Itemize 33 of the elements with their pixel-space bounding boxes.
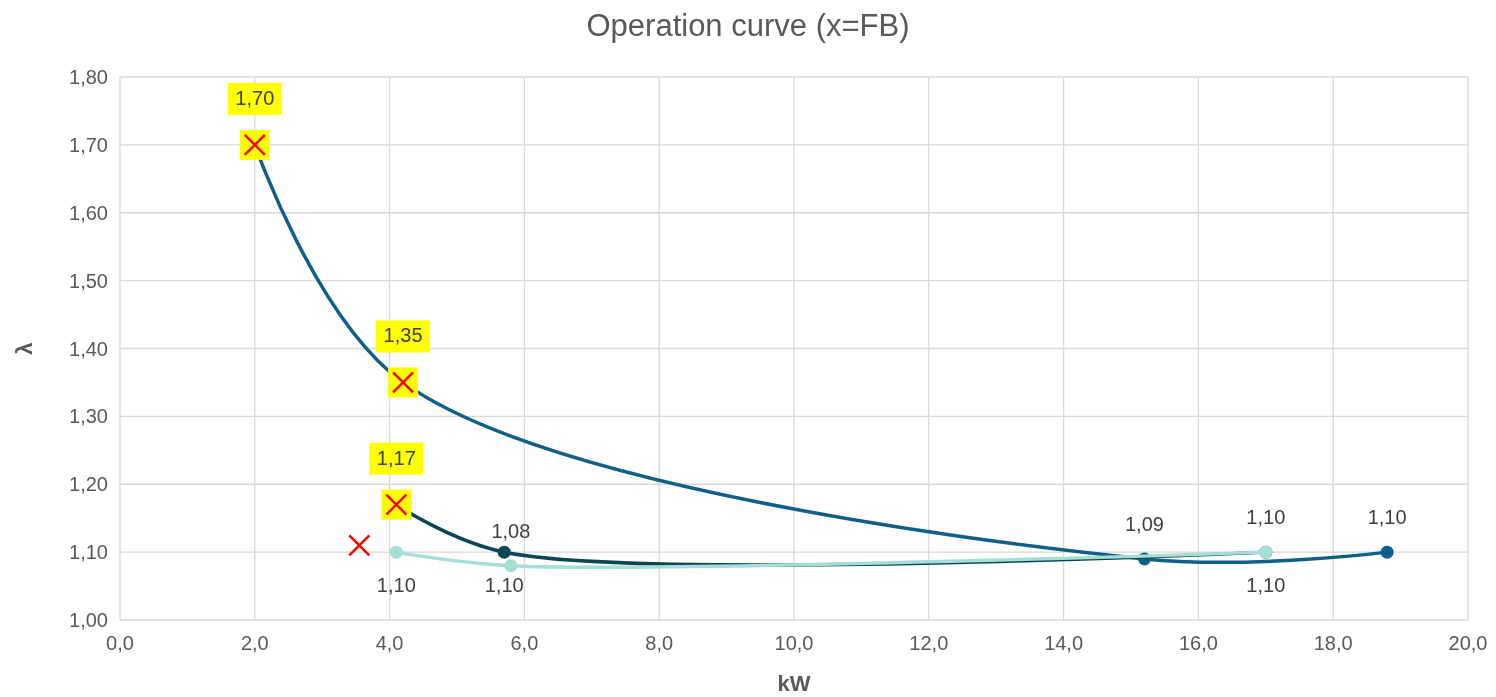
- y-tick-label: 1,50: [69, 269, 108, 292]
- y-tick-label: 1,60: [69, 201, 108, 224]
- chart-title: Operation curve (x=FB): [586, 8, 910, 43]
- y-tick-label: 1,70: [69, 133, 108, 156]
- data-label: 1,08: [491, 519, 531, 542]
- data-label: 1,09: [1125, 512, 1164, 535]
- y-tick-label: 1,00: [69, 609, 108, 631]
- data-label: 1,70: [235, 86, 275, 109]
- data-label: 1,17: [376, 446, 416, 469]
- x-tick-label: 8,0: [645, 632, 674, 654]
- x-tick-label: 4,0: [375, 632, 404, 654]
- x-tick-label: 2,0: [240, 632, 269, 654]
- y-tick-label: 1,80: [69, 66, 108, 88]
- data-label: 1,10: [376, 574, 416, 597]
- x-tick-label: 12,0: [909, 632, 949, 654]
- x-tick-label: 6,0: [510, 632, 539, 654]
- x-tick-label: 14,0: [1044, 632, 1084, 654]
- data-label: 1,10: [1246, 506, 1286, 529]
- y-axis-title: λ: [12, 342, 37, 355]
- data-label: 1,10: [1246, 574, 1286, 597]
- y-tick-label: 1,10: [69, 541, 108, 564]
- y-tick-label: 1,30: [69, 405, 108, 428]
- y-tick-label: 1,20: [69, 473, 108, 496]
- x-tick-label: 18,0: [1313, 632, 1353, 654]
- x-tick-label: 0,0: [106, 632, 134, 654]
- x-tick-label: 16,0: [1178, 632, 1218, 654]
- data-label: 1,35: [383, 324, 423, 347]
- y-tick-label: 1,40: [69, 337, 108, 360]
- data-label: 1,10: [484, 574, 524, 597]
- x-tick-label: 10,0: [774, 632, 814, 654]
- data-label: 1,10: [1367, 506, 1407, 529]
- x-axis-title: kW: [777, 671, 811, 696]
- x-tick-label: 20,0: [1448, 632, 1488, 654]
